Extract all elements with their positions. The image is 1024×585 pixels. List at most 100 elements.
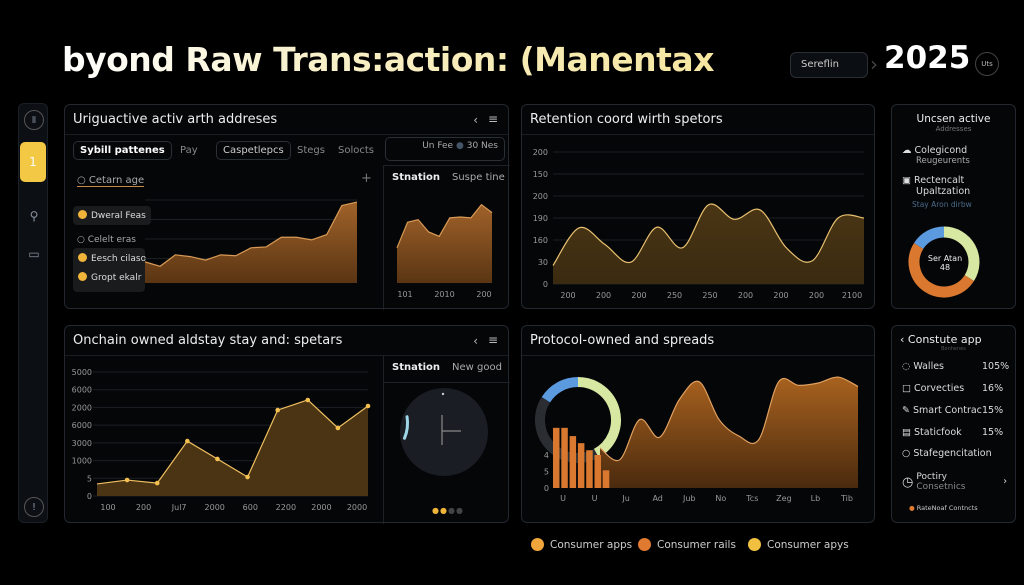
data-point [335,425,341,431]
menu-icon[interactable]: ≡ [487,333,498,347]
list-item[interactable]: ☁ Colegicond Reugeurents [902,145,970,166]
item-label: Rectencalt [914,175,965,186]
bar [561,427,568,488]
filter-eras[interactable]: ○ Celelt eras [77,235,136,245]
search-icon[interactable]: ⚲ [29,209,39,223]
y-tick-label: 5 [87,474,92,483]
y-tick-label: 1000 [72,457,92,466]
fee-selector[interactable]: Un Fee ● 30 Nes [385,137,505,161]
page-title: byond Raw Trans:action: (Manentax [62,40,714,79]
tab-stegs[interactable]: Stegs [297,145,325,156]
panel-constute-app: ‹ Constute app Bonhenes ◌ Walles 105% □ C… [891,325,1016,523]
donut-segment [914,226,945,250]
grid-icon[interactable]: ⦀ [24,110,44,130]
data-point [305,397,311,403]
legend-label: Consumer apps [550,539,633,551]
y-tick-label: 30 [538,258,548,267]
note: ● RateNoaf Contncts [909,504,978,512]
x-tick-label: 2200 [276,503,296,512]
series-line [552,203,865,266]
search-input[interactable]: Sereflin [790,52,868,78]
x-tick-label: 200 [596,291,611,300]
legend-label: Consumer rails [657,539,736,551]
tag[interactable]: Dweral Feas [73,206,151,225]
donut-segment [943,226,980,282]
back-button[interactable]: ‹ Constute app [900,333,982,346]
item-value: 105% [982,361,1010,372]
footer-link[interactable]: ◷ Poctiry Consetnics › [902,472,1007,492]
y-tick-label: 6000 [72,421,92,430]
tab-pay[interactable]: Pay [180,145,198,156]
book-icon: ▤ [902,427,911,438]
x-tick-label: Zeg [776,494,791,503]
filter-age[interactable]: ○ Cetarn age [77,175,145,187]
square-icon: □ [902,383,911,394]
panel-title: Constute app [907,333,982,346]
list-item[interactable]: ✎ Smart Contrac 15% [902,405,1003,416]
info-icon[interactable]: ! [24,497,44,517]
y-tick-label: 150 [533,170,548,179]
sidebar: ⦀ 1 ⚲ ▭ ! [18,103,48,523]
donut-segment [577,377,621,458]
legend-item: Consumer rails [638,538,736,551]
y-tick-label: 5000 [72,368,92,377]
menu-icon[interactable]: ≡ [487,112,498,126]
legend-swatch [638,538,651,551]
x-tick-label: 250 [702,291,717,300]
item-value: 15% [982,427,1004,438]
tab-sybill[interactable]: Sybill pattenes [73,141,172,160]
pagination-dots[interactable]: ●●●● [432,506,464,515]
tag-group[interactable]: Eesch cilaso Gropt ekalr [73,248,146,292]
tag-label: Dweral Feas [91,211,146,221]
calendar-icon: ▣ [902,175,911,186]
x-tick-label: 200 [476,290,491,299]
sidebar-item-active[interactable]: 1 [20,142,46,182]
tab-solocts[interactable]: Solocts [338,145,374,156]
list-item[interactable]: ○ Stafegencitation [902,448,992,459]
list-item[interactable]: ▣ Rectencalt Upaltzation [902,175,970,197]
donut-segment [541,377,579,403]
panel-unseen-active: Uncsen active Addresses ☁ Colegicond Reug… [891,104,1016,309]
x-tick-label: 200 [136,503,151,512]
panel-title: Retention coord wirth spetors [522,105,874,135]
x-tick-label: U [592,494,598,503]
add-icon[interactable]: + [361,171,372,186]
tab-stnation[interactable]: Stnation [392,362,441,373]
unit-badge[interactable]: Uts [975,52,999,76]
y-tick-label: 6000 [72,386,92,395]
tab-new-good[interactable]: New good [452,362,502,373]
area-fill [145,202,357,283]
monitor-icon[interactable]: ▭ [28,247,40,261]
tab-caspetlepcs[interactable]: Caspetlepcs [216,141,291,160]
chevron-right-icon: › [1003,476,1007,487]
item-label: Smart Contrac [913,405,982,416]
x-tick-label: 200 [631,291,646,300]
back-icon[interactable]: ‹ [473,113,478,127]
list-item[interactable]: ◌ Walles 105% [902,361,1009,372]
x-tick-label: U [560,494,566,503]
back-icon[interactable]: ‹ [473,334,478,348]
list-item[interactable]: ▤ Staticfook 15% [902,427,1003,438]
legend-label: Consumer apys [767,539,849,551]
tab-stnation[interactable]: Stnation [392,172,441,183]
y-tick-label: 190 [533,214,548,223]
series-line [396,203,493,249]
link[interactable]: Stay Aron dirbw [912,200,972,209]
series-line [599,376,859,462]
list-item[interactable]: □ Corvecties 16% [902,383,1003,394]
y-tick-label: 3000 [72,439,92,448]
x-tick-label: 600 [243,503,258,512]
year-selector[interactable]: 2025 [884,40,971,76]
tab-suspe-time[interactable]: Suspe tine [452,172,505,183]
item-value: 15% [982,405,1004,416]
chat-icon: ◌ [902,361,911,372]
fee-label: Un Fee [422,141,454,151]
area-fill [97,399,368,496]
gauge-marker [441,392,445,396]
y-tick-label: 4 [544,451,549,460]
divider [383,356,384,524]
bar [569,436,577,488]
bar [553,427,560,488]
series-line [144,201,358,267]
